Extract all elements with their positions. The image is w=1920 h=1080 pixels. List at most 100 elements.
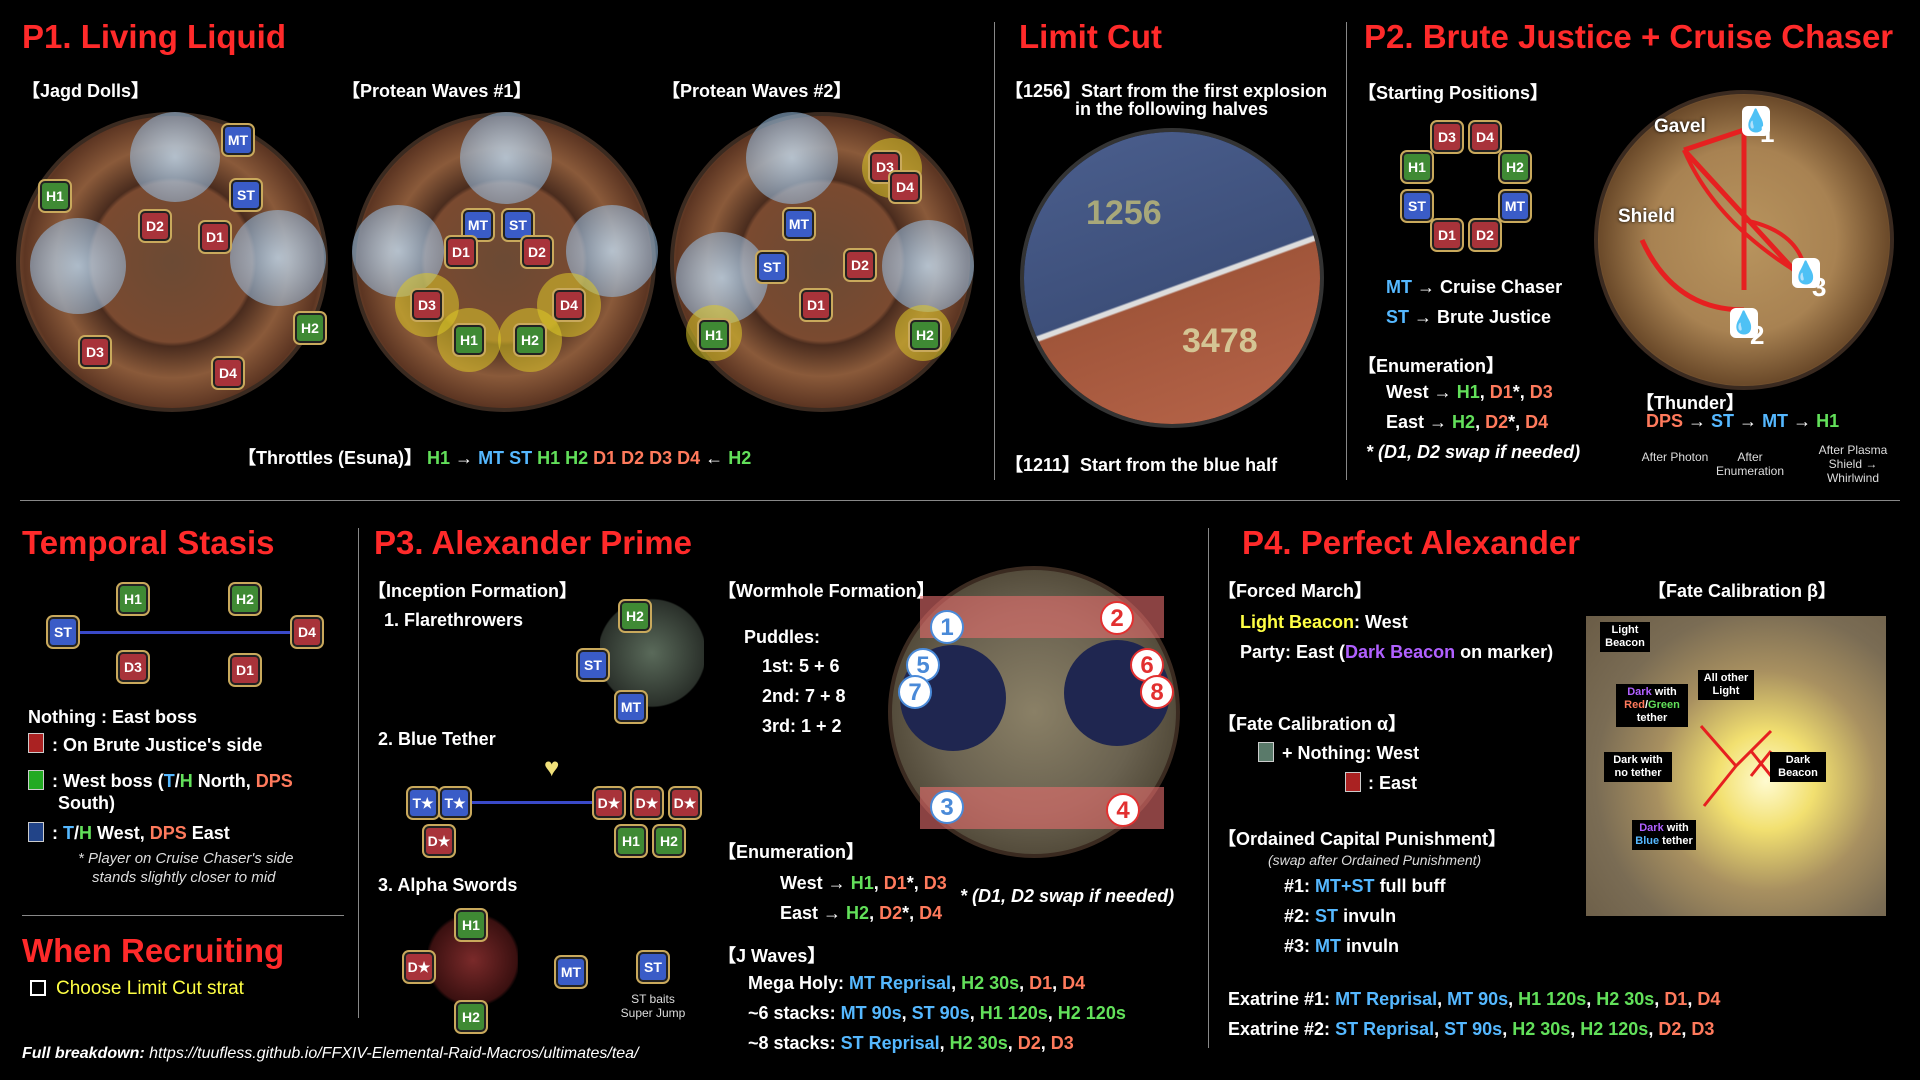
- throttles-item: H1: [532, 448, 561, 468]
- throttles-item: D3: [644, 448, 673, 468]
- recruit-item: Choose Limit Cut strat: [56, 978, 244, 999]
- marker-st: ST: [578, 650, 608, 680]
- p3-puddle-3: 3rd: 1 + 2: [762, 716, 842, 736]
- temporal-line1: : On Brute Justice's side: [52, 735, 263, 755]
- jagd-bubble-east: [230, 210, 326, 306]
- after-enum-note: After Enumeration: [1715, 450, 1785, 478]
- after-photon-note: After Photon: [1641, 450, 1709, 464]
- wormhole-num-3: 3: [930, 790, 964, 824]
- marker-st: ST: [638, 952, 668, 982]
- marker-h2: H2: [910, 320, 940, 350]
- marker-st: ST: [231, 180, 261, 210]
- marker-d-star-1: D★: [424, 826, 454, 856]
- p2-mt-line: MT → Cruise Chaser: [1386, 277, 1563, 297]
- throttles-item: H2: [723, 448, 752, 468]
- wormhole-num-4: 4: [1106, 793, 1140, 827]
- marker-d2: D2: [522, 237, 552, 267]
- debuff-icon-green: [28, 770, 44, 790]
- temporal-line2-cont: South): [58, 793, 115, 813]
- throttles-item: MT: [473, 448, 505, 468]
- wormhole-num-8: 8: [1140, 675, 1174, 709]
- marker-st: ST: [48, 617, 78, 647]
- p4-nothing-west: + Nothing: West: [1282, 743, 1420, 763]
- num-1: 1: [1760, 118, 1775, 148]
- marker-h1: H1: [1402, 152, 1432, 182]
- footer-link[interactable]: https://tuufless.github.io/FFXIV-Element…: [149, 1045, 639, 1062]
- jagd-bubble-west: [30, 218, 126, 314]
- temporal-note1: * Player on Cruise Chaser's side: [78, 850, 294, 867]
- p2-enumeration-label: 【Enumeration】: [1358, 356, 1505, 376]
- p3-robot-figure: [600, 598, 704, 708]
- marker-d4: D4: [890, 172, 920, 202]
- p2-st-line: ST → Brute Justice: [1386, 307, 1552, 327]
- wormhole-num-2: 2: [1100, 601, 1134, 635]
- thunder-sequence: DPS → ST → MT → H1: [1646, 411, 1840, 431]
- heart-icon: ♥: [544, 752, 560, 782]
- marker-d2: D2: [140, 211, 170, 241]
- throttles-item: H2: [560, 448, 589, 468]
- tag-dark-no-tether: Dark with no tether: [1604, 752, 1672, 782]
- water-drop-icon-2: 💧: [1730, 308, 1758, 338]
- wormhole-num-1: 1: [930, 610, 964, 644]
- marker-d3: D3: [80, 337, 110, 367]
- recruit-title: When Recruiting: [22, 932, 285, 969]
- p3-enum-west: West → H1, D1*, D3: [780, 873, 947, 893]
- marker-d-star-5: D★: [404, 952, 434, 982]
- protean2-bubble-east: [882, 220, 974, 312]
- marker-d1: D1: [230, 655, 260, 685]
- divider-p3-p4: [1208, 528, 1209, 1048]
- temporal-line2: : West boss (T/H North, DPS: [52, 771, 293, 791]
- jagd-dolls-label: 【Jagd Dolls】: [22, 81, 150, 101]
- divider-temporal-p3: [358, 528, 359, 1018]
- debuff-icon-red: [28, 733, 44, 753]
- tag-all-other-light: All other Light: [1698, 670, 1754, 700]
- temporal-note2: stands slightly closer to mid: [92, 869, 276, 886]
- ordained-1: #1: MT+ST full buff: [1284, 876, 1446, 896]
- p4-fate-alpha-label: 【Fate Calibration α】: [1218, 714, 1407, 734]
- blue-tether-line: [470, 801, 600, 804]
- marker-d-star-4: D★: [670, 788, 700, 818]
- marker-d4: D4: [213, 358, 243, 388]
- throttles-item: D2: [616, 448, 645, 468]
- tag-light-beacon: Light Beacon: [1600, 622, 1650, 652]
- marker-st: ST: [503, 210, 533, 240]
- marker-h1: H1: [456, 910, 486, 940]
- p3-swap-note: * (D1, D2 swap if needed): [960, 886, 1175, 906]
- marker-t-star-1: T★: [408, 788, 438, 818]
- recruit-checkbox[interactable]: [30, 980, 46, 996]
- p4-title: P4. Perfect Alexander: [1242, 524, 1581, 561]
- divider-temporal-recruit: [22, 915, 344, 916]
- num-3: 3: [1812, 272, 1827, 302]
- debuff-icon-blue: [28, 822, 44, 842]
- temporal-nothing: Nothing : East boss: [28, 707, 198, 727]
- water-drop-icon-3: 💧: [1792, 258, 1820, 288]
- p4-light-beacon-line: Light Beacon: West: [1240, 612, 1408, 632]
- exatrine-1: Exatrine #1: MT Reprisal, MT 90s, H1 120…: [1228, 989, 1721, 1009]
- throttles-label: 【Throttles (Esuna)】: [238, 448, 423, 468]
- p4-forced-label: 【Forced March】: [1218, 581, 1373, 601]
- wormhole-num-7: 7: [898, 675, 932, 709]
- p4-ordained-label: 【Ordained Capital Punishment】: [1218, 829, 1507, 849]
- num-2: 2: [1750, 320, 1765, 350]
- marker-st: ST: [757, 252, 787, 282]
- footer: Full breakdown: https://tuufless.github.…: [22, 1045, 639, 1062]
- p3-puddle-1: 1st: 5 + 6: [762, 656, 840, 676]
- p3-flare-label: 1. Flarethrowers: [384, 610, 524, 630]
- p4-fate-beta-label: 【Fate Calibration β】: [1648, 581, 1837, 601]
- p3-title: P3. Alexander Prime: [374, 524, 692, 561]
- marker-mt: MT: [556, 957, 586, 987]
- debuff-icon-east: [1345, 772, 1361, 792]
- p3-wormhole-label: 【Wormhole Formation】: [718, 581, 935, 601]
- p3-enumeration-label: 【Enumeration】: [718, 842, 865, 862]
- throttles-item: D4: [672, 448, 701, 468]
- tag-dark-beacon: Dark Beacon: [1770, 752, 1826, 782]
- protean2-label: 【Protean Waves #2】: [662, 81, 852, 101]
- throttles-item: D1: [588, 448, 617, 468]
- marker-d3: D3: [412, 290, 442, 320]
- limitcut-half-a: 1256: [1086, 194, 1162, 232]
- debuff-icon-nothing: [1258, 742, 1274, 762]
- tag-dark-blue: Dark with Blue tether: [1632, 820, 1696, 850]
- p3-puddle-2: 2nd: 7 + 8: [762, 686, 846, 706]
- p2-starting-label: 【Starting Positions】: [1358, 83, 1549, 103]
- limitcut-line1: 【1256】Start from the first explosion: [1005, 81, 1328, 101]
